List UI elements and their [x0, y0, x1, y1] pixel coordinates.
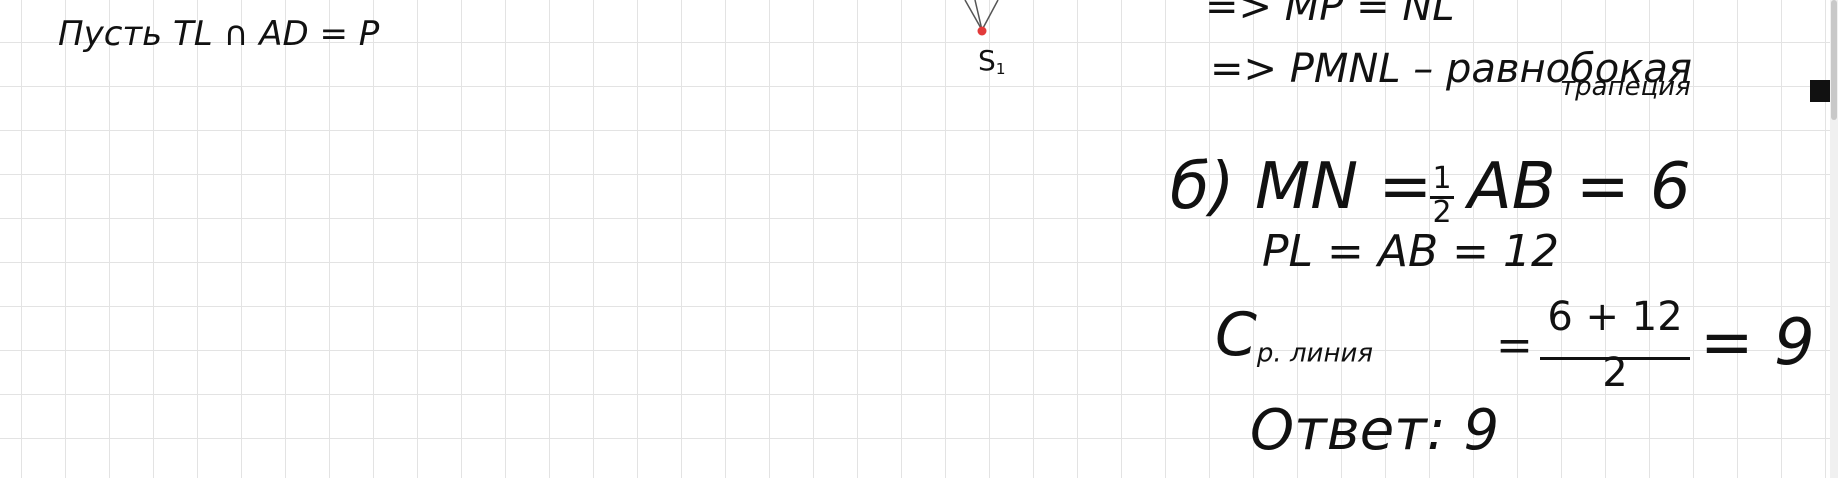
mn-rhs: AB = 6 — [1468, 150, 1691, 224]
half-numerator: 1 — [1432, 161, 1452, 196]
midline-equals: = — [1496, 320, 1533, 371]
midline-result: = 9 — [1700, 306, 1815, 380]
geometry-figure — [964, 0, 999, 36]
scribble-mark — [1810, 80, 1830, 102]
half-fraction-bar — [1430, 196, 1454, 199]
line-trapezoid-conclusion: => PMNL – равнобокая — [1210, 46, 1692, 92]
mn-lhs: MN = — [1255, 150, 1433, 224]
point-s1-label: S1 — [978, 44, 1006, 78]
half-denominator: 2 — [1432, 195, 1452, 230]
midline-fraction: 6 + 12 2 — [1535, 292, 1695, 404]
point-s1-marker — [977, 26, 987, 36]
figure-edge-3 — [981, 0, 999, 31]
vertical-scrollbar[interactable] — [1830, 0, 1838, 478]
statement-text: Пусть TL ∩ AD = P — [58, 14, 380, 54]
answer-text: Ответ: 9 — [1250, 398, 1500, 463]
line-trapezoid-word: трапеция — [1560, 72, 1691, 102]
midline-label: Cр. линия — [1215, 300, 1373, 370]
pl-line: PL = AB = 12 — [1262, 226, 1559, 277]
scrollbar-thumb[interactable] — [1831, 0, 1837, 120]
half-fraction: 1 2 — [1425, 162, 1459, 230]
figure-edge-1 — [964, 0, 983, 31]
midline-denominator: 2 — [1602, 350, 1628, 396]
midline-numerator: 6 + 12 — [1547, 294, 1683, 340]
figure-edge-2 — [974, 0, 983, 31]
line-mp-eq-nl: => MP = NL — [1205, 0, 1455, 30]
part-b-label: б) — [1170, 150, 1235, 224]
midline-fraction-bar — [1540, 357, 1690, 360]
